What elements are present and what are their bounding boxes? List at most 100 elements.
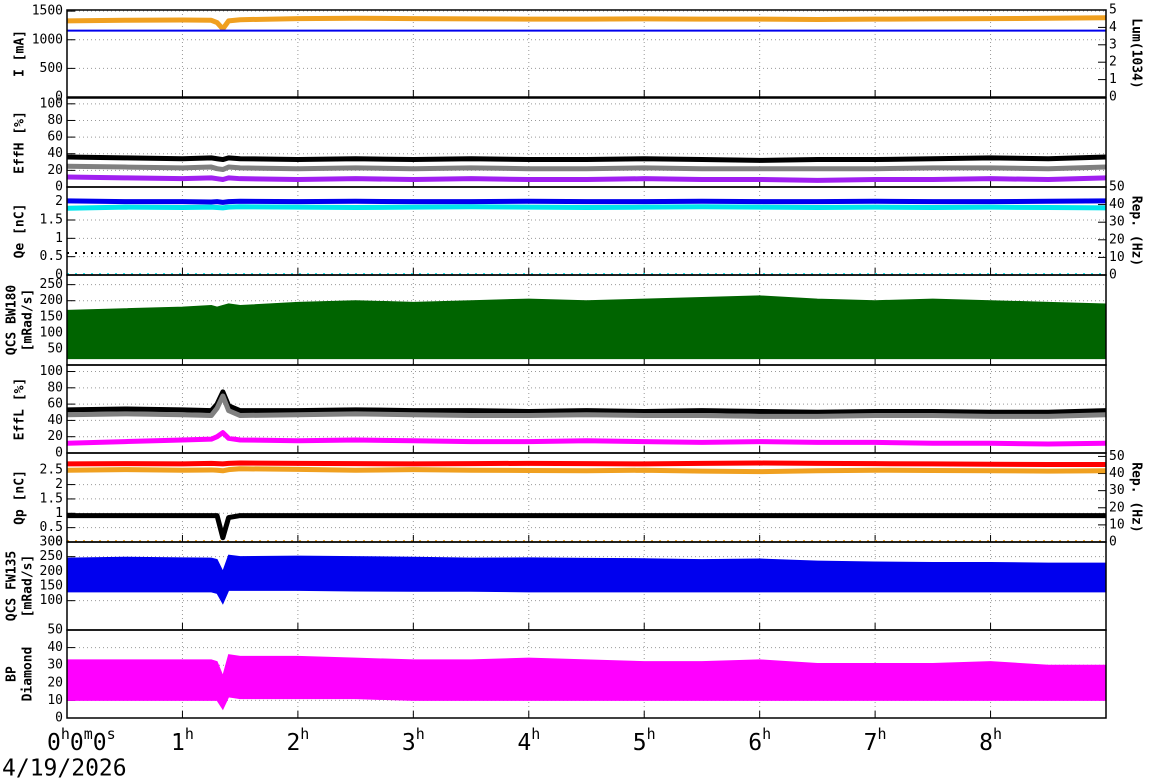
y2-tick-label: 10 — [1109, 250, 1125, 265]
y2-tick-label: 4 — [1109, 20, 1117, 35]
x-tick-label: 5h — [633, 725, 656, 756]
y-tick-label: 0.5 — [40, 249, 63, 264]
y2-tick-label: 2 — [1109, 55, 1117, 70]
x-tick-label-part: h — [531, 725, 540, 743]
y-tick-label: 2 — [55, 477, 63, 492]
y-axis-label: BP — [5, 666, 20, 682]
x-tick-label-part: 2 — [286, 730, 300, 756]
y-axis-label: EffL [%] — [13, 378, 28, 441]
y-tick-label: 1.5 — [40, 213, 63, 228]
series-line — [66, 154, 1107, 163]
series-line — [66, 163, 1107, 173]
y-axis-label: Diamond — [21, 647, 36, 702]
y-tick-label: 2 — [55, 194, 63, 209]
x-tick-label: 3h — [402, 725, 425, 756]
band-area — [66, 554, 1107, 605]
y-tick-label: 50 — [47, 341, 63, 356]
y-tick-label: 10 — [47, 693, 63, 708]
x-tick-label-part: 3 — [402, 730, 416, 756]
y-axis-label: Qp [nC] — [13, 470, 28, 525]
band-area — [66, 295, 1107, 360]
y-tick-label: 60 — [47, 130, 63, 145]
x-tick-label-part: 6 — [748, 730, 762, 756]
y-tick-label: 1.5 — [40, 491, 63, 506]
y-tick-label: 150 — [40, 579, 63, 594]
x-tick-label-part: 8 — [979, 730, 993, 756]
y-tick-label: 100 — [40, 96, 63, 111]
series-line — [67, 513, 1106, 541]
y-tick-label: 0 — [55, 446, 63, 461]
x-tick-label-part: h — [416, 725, 425, 743]
x-tick-label: 0h0m0s — [47, 725, 116, 756]
y2-tick-label: 1 — [1109, 72, 1117, 87]
y-tick-label: 1 — [55, 231, 63, 246]
x-tick-label-part: h — [762, 725, 771, 743]
y-tick-label: 2.5 — [40, 463, 63, 478]
y2-axis-label: Rep. (Hz) — [1129, 196, 1144, 266]
y-axis-label: [mRad/s] — [21, 289, 36, 352]
x-tick-label-part: 0 — [70, 730, 84, 756]
x-tick-label: 6h — [748, 725, 771, 756]
y-tick-label: 80 — [47, 113, 63, 128]
y2-tick-label: 0 — [1109, 90, 1117, 105]
y2-tick-label: 5 — [1109, 3, 1117, 18]
y2-axis-label: Lum(1034) — [1129, 18, 1144, 88]
y-tick-label: 60 — [47, 397, 63, 412]
y-tick-label: 1000 — [32, 32, 63, 47]
x-tick-label-part: h — [185, 725, 194, 743]
y-tick-label: 300 — [40, 535, 63, 550]
y2-tick-label: 10 — [1109, 517, 1125, 532]
y-tick-label: 200 — [40, 564, 63, 579]
date-label: 4/19/2026 — [2, 756, 127, 782]
series-line — [66, 389, 1107, 415]
x-tick-label-part: h — [61, 725, 70, 743]
series-line — [66, 393, 1107, 419]
y-tick-label: 250 — [40, 549, 63, 564]
y-tick-label: 50 — [47, 623, 63, 638]
y2-tick-label: 30 — [1109, 483, 1125, 498]
y2-tick-label: 40 — [1109, 197, 1125, 212]
panel-frame — [66, 9, 1107, 98]
y-tick-label: 20 — [47, 675, 63, 690]
series-line — [66, 204, 1107, 211]
x-tick-label-part: h — [647, 725, 656, 743]
x-tick-label: 1h — [171, 725, 194, 756]
y-tick-label: 40 — [47, 413, 63, 428]
y-tick-label: 30 — [47, 658, 63, 673]
y2-tick-label: 0 — [1109, 535, 1117, 550]
y-tick-label: 0 — [55, 268, 63, 283]
y-tick-label: 0 — [55, 535, 63, 550]
y-tick-label: 40 — [47, 146, 63, 161]
x-tick-label-part: 4 — [517, 730, 531, 756]
y-tick-label: 0 — [55, 90, 63, 105]
y-axis-label: EffH [%] — [13, 111, 28, 174]
series-line — [66, 198, 1107, 205]
series-line — [66, 15, 1107, 32]
y2-tick-label: 20 — [1109, 232, 1125, 247]
y-tick-label: 500 — [40, 61, 63, 76]
y2-axis-label: Rep. (Hz) — [1129, 462, 1144, 532]
y-tick-label: 20 — [47, 429, 63, 444]
y2-tick-label: 50 — [1109, 449, 1125, 464]
x-tick-label-part: h — [993, 725, 1002, 743]
y-tick-label: 200 — [40, 293, 63, 308]
x-tick-label-part: s — [107, 725, 116, 743]
y2-tick-label: 20 — [1109, 500, 1125, 515]
y-tick-label: 100 — [40, 364, 63, 379]
series-line — [66, 430, 1107, 447]
y-tick-label: 80 — [47, 380, 63, 395]
y-axis-label: Qe [nC] — [13, 204, 28, 259]
x-tick-label-part: 1 — [171, 730, 185, 756]
y-tick-label: 0.5 — [40, 520, 63, 535]
y2-tick-label: 0 — [1109, 268, 1117, 283]
series-line — [66, 466, 1107, 475]
y-tick-label: 150 — [40, 309, 63, 324]
x-tick-label-part: h — [878, 725, 887, 743]
x-tick-label-part: 0 — [47, 730, 61, 756]
y-axis-label: I [mA] — [13, 30, 28, 77]
y-tick-label: 20 — [47, 163, 63, 178]
y-axis-label: QCS FW135 — [5, 551, 20, 621]
panel-frame — [66, 97, 1107, 188]
y-tick-label: 100 — [40, 325, 63, 340]
x-tick-label-part: h — [300, 725, 309, 743]
